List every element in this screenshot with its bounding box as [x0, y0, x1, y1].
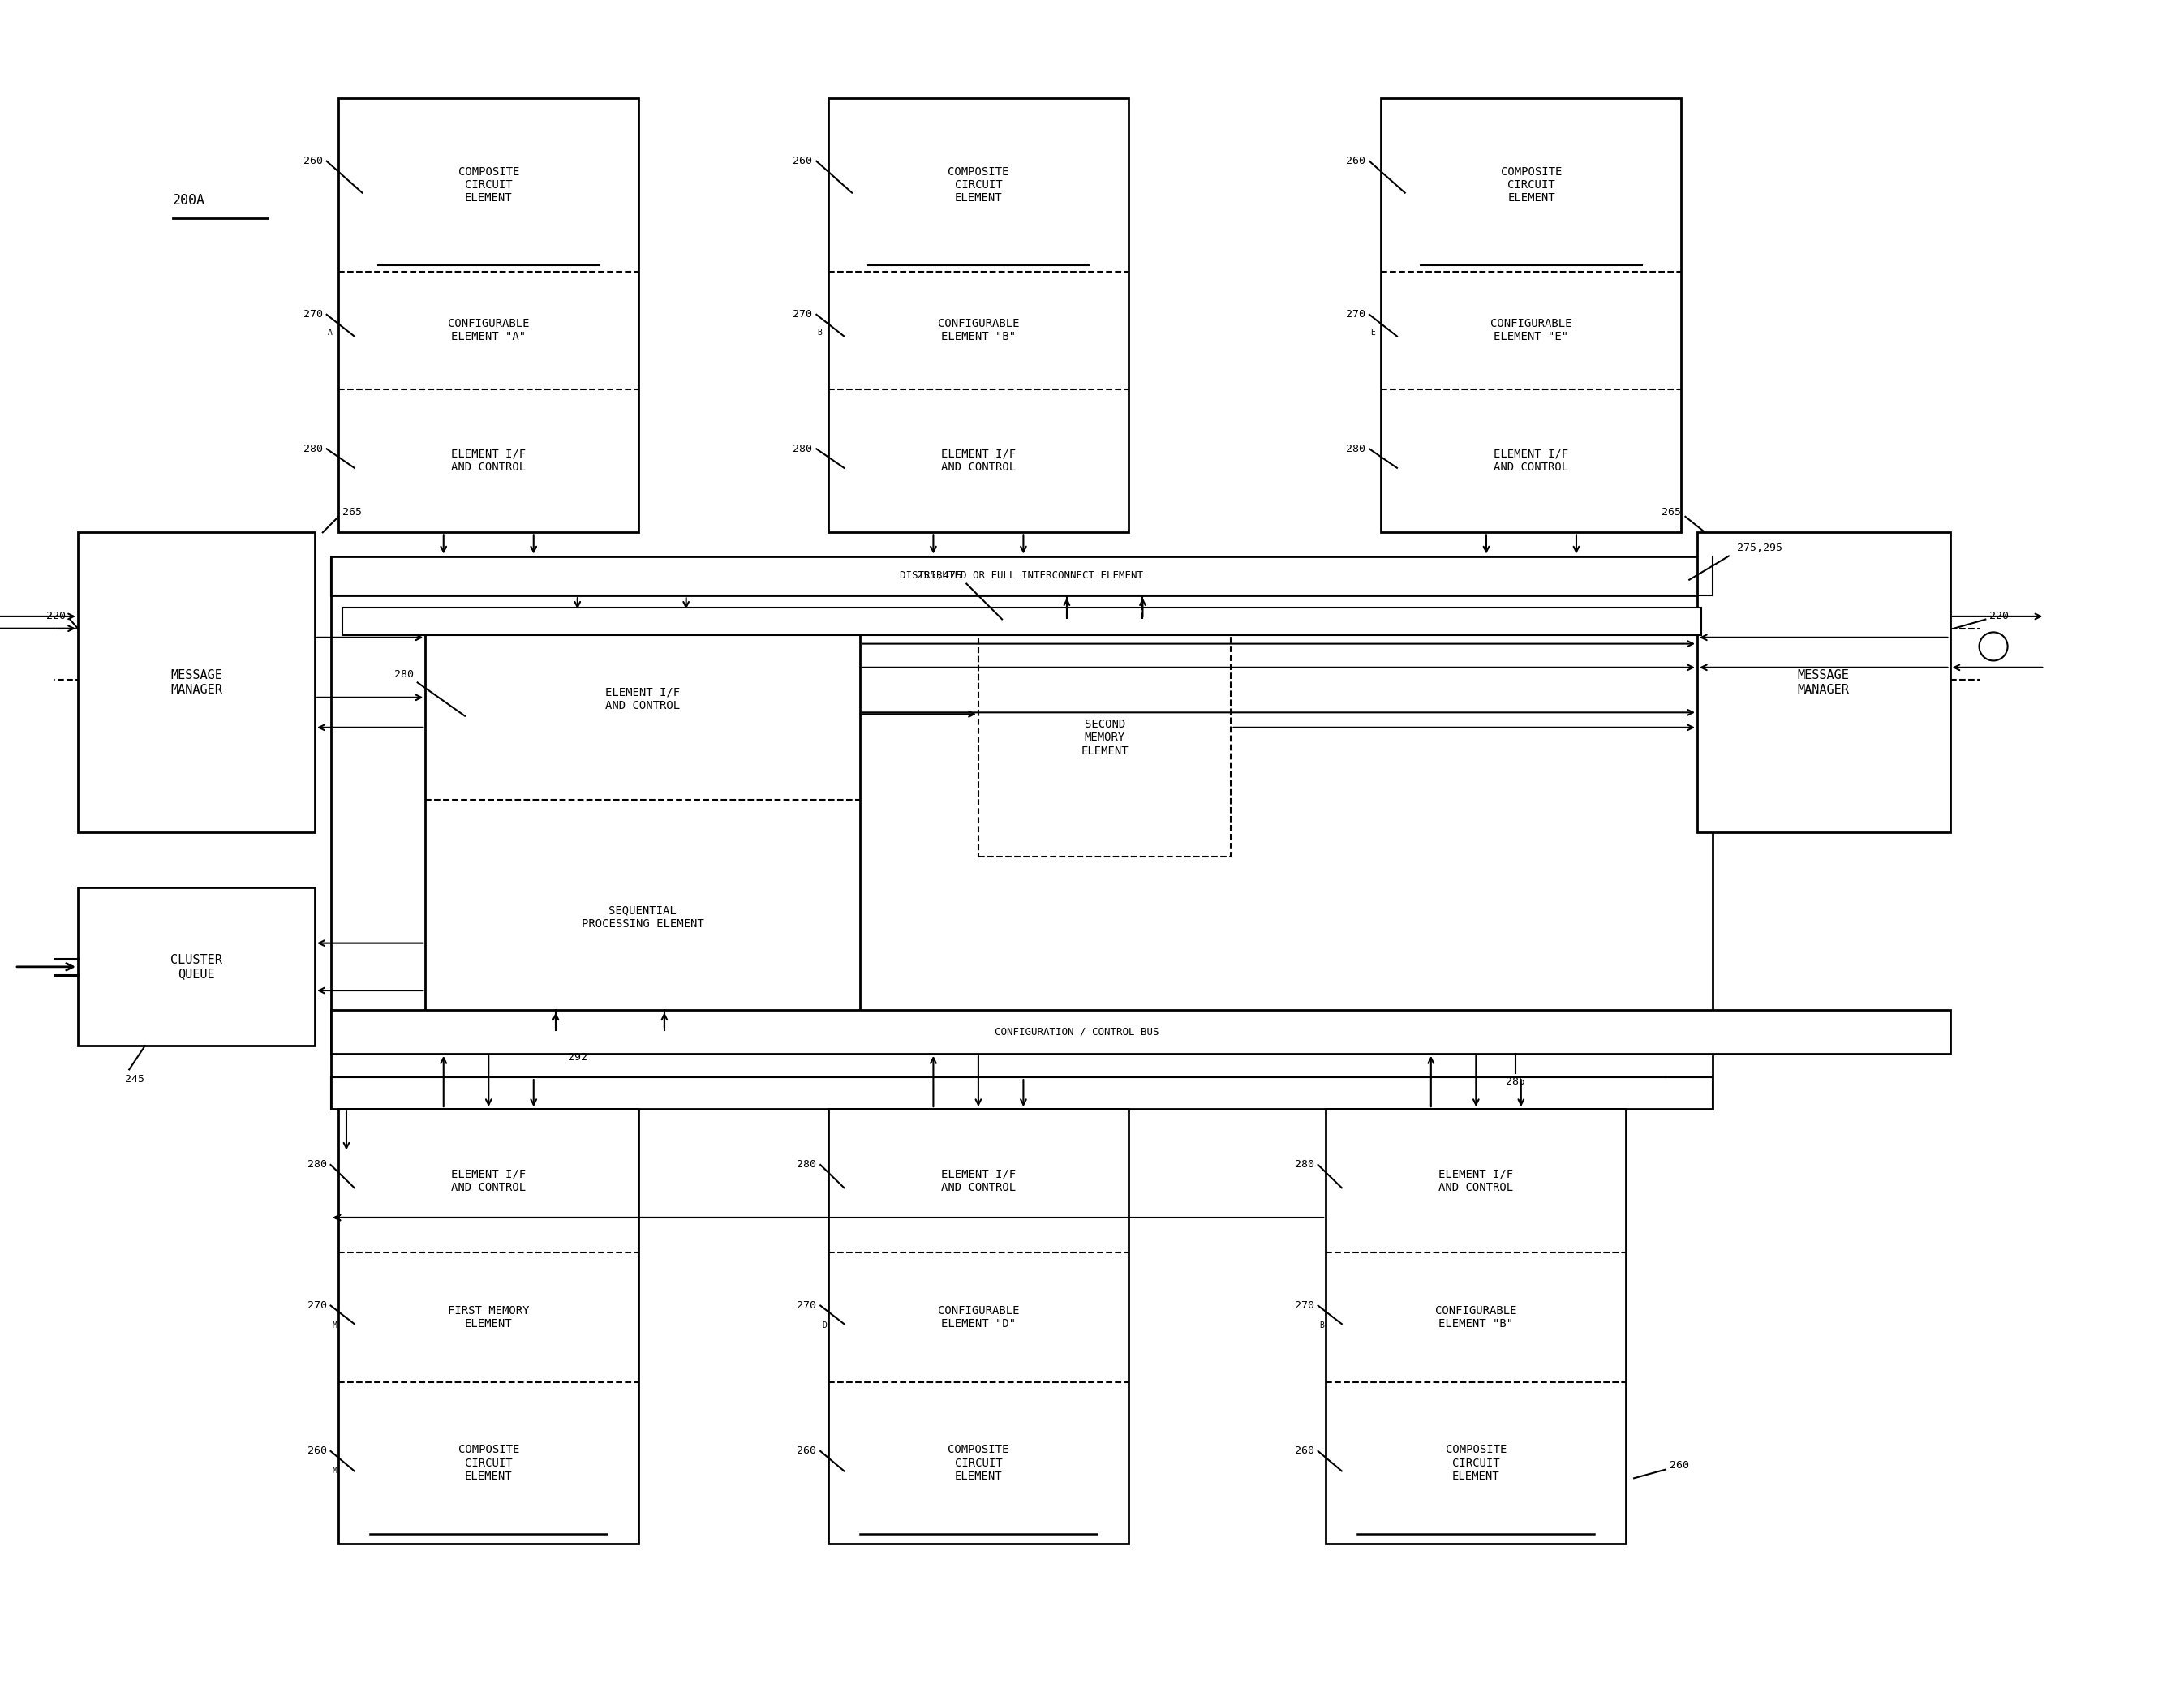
Text: 260: 260	[797, 1447, 817, 1457]
Bar	[828, 98, 1129, 532]
Text: 270: 270	[1345, 310, 1365, 320]
Text: CONFIGURABLE
ELEMENT "B": CONFIGURABLE ELEMENT "B"	[937, 318, 1020, 342]
Text: ELEMENT I/F
AND CONTROL: ELEMENT I/F AND CONTROL	[1439, 1169, 1514, 1192]
Text: 220: 220	[46, 611, 66, 621]
Bar	[339, 98, 638, 532]
Text: MESSAGE
MANAGER: MESSAGE MANAGER	[1797, 669, 1850, 695]
Text: COMPOSITE
CIRCUIT
ELEMENT: COMPOSITE CIRCUIT ELEMENT	[459, 167, 520, 204]
Bar	[426, 611, 860, 1031]
Text: 265: 265	[343, 507, 363, 519]
Text: DISTRIBUTED OR FULL INTERCONNECT ELEMENT: DISTRIBUTED OR FULL INTERCONNECT ELEMENT	[900, 571, 1144, 581]
Bar	[330, 1010, 1950, 1054]
Text: 260: 260	[1295, 1447, 1315, 1457]
Text: 260: 260	[1669, 1460, 1688, 1470]
Bar	[1380, 98, 1682, 532]
Text: 270: 270	[793, 310, 812, 320]
Text: 292: 292	[568, 1052, 587, 1063]
Text: 270: 270	[1295, 1300, 1315, 1310]
Text: 280: 280	[304, 443, 323, 455]
Bar	[339, 1110, 638, 1543]
Text: 200A: 200A	[173, 194, 205, 209]
Text: ELEMENT I/F
AND CONTROL: ELEMENT I/F AND CONTROL	[452, 1169, 526, 1192]
Text: 260: 260	[304, 157, 323, 167]
Text: 280: 280	[797, 1160, 817, 1170]
Text: E: E	[1369, 328, 1376, 337]
Text: D: D	[821, 1322, 828, 1330]
Text: ELEMENT I/F
AND CONTROL: ELEMENT I/F AND CONTROL	[941, 448, 1016, 473]
Text: 280: 280	[393, 669, 413, 679]
Text: CONFIGURABLE
ELEMENT "D": CONFIGURABLE ELEMENT "D"	[937, 1305, 1020, 1330]
Text: ELEMENT I/F
AND CONTROL: ELEMENT I/F AND CONTROL	[452, 448, 526, 473]
Bar	[978, 620, 1232, 855]
Text: B: B	[817, 328, 821, 337]
Text: 270: 270	[308, 1300, 328, 1310]
Text: COMPOSITE
CIRCUIT
ELEMENT: COMPOSITE CIRCUIT ELEMENT	[459, 1445, 520, 1482]
Text: A: A	[328, 328, 332, 337]
Text: 265: 265	[1662, 507, 1682, 519]
Text: 255,475: 255,475	[917, 571, 963, 581]
Bar	[79, 887, 314, 1046]
Text: 275,295: 275,295	[1736, 542, 1782, 554]
Text: COMPOSITE
CIRCUIT
ELEMENT: COMPOSITE CIRCUIT ELEMENT	[1446, 1445, 1507, 1482]
Text: CONFIGURATION / CONTROL BUS: CONFIGURATION / CONTROL BUS	[996, 1027, 1160, 1037]
Text: 280: 280	[1345, 443, 1365, 455]
Text: CONFIGURABLE
ELEMENT "B": CONFIGURABLE ELEMENT "B"	[1435, 1305, 1516, 1330]
Text: FIRST MEMORY
ELEMENT: FIRST MEMORY ELEMENT	[448, 1305, 529, 1330]
Text: COMPOSITE
CIRCUIT
ELEMENT: COMPOSITE CIRCUIT ELEMENT	[1500, 167, 1562, 204]
Text: MESSAGE
MANAGER: MESSAGE MANAGER	[170, 669, 223, 695]
Text: M: M	[332, 1322, 336, 1330]
Text: CONFIGURABLE
ELEMENT "A": CONFIGURABLE ELEMENT "A"	[448, 318, 529, 342]
Text: 285: 285	[1505, 1076, 1524, 1086]
Text: SEQUENTIAL
PROCESSING ELEMENT: SEQUENTIAL PROCESSING ELEMENT	[581, 904, 703, 930]
Text: 260: 260	[308, 1447, 328, 1457]
Text: ELEMENT I/F
AND CONTROL: ELEMENT I/F AND CONTROL	[1494, 448, 1568, 473]
Bar	[828, 1110, 1129, 1543]
Bar	[330, 556, 1712, 596]
Text: 280: 280	[793, 443, 812, 455]
Text: CONFIGURABLE
ELEMENT "E": CONFIGURABLE ELEMENT "E"	[1489, 318, 1572, 342]
Bar	[1326, 1110, 1627, 1543]
Text: 270: 270	[797, 1300, 817, 1310]
Text: COMPOSITE
CIRCUIT
ELEMENT: COMPOSITE CIRCUIT ELEMENT	[948, 1445, 1009, 1482]
Text: 260: 260	[1345, 157, 1365, 167]
Bar	[330, 596, 1712, 1110]
Bar	[79, 532, 314, 832]
Text: 280: 280	[308, 1160, 328, 1170]
Bar	[343, 608, 1701, 635]
Text: ELEMENT I/F
AND CONTROL: ELEMENT I/F AND CONTROL	[941, 1169, 1016, 1192]
Text: 270: 270	[304, 310, 323, 320]
Text: SECOND
MEMORY
ELEMENT: SECOND MEMORY ELEMENT	[1081, 719, 1129, 756]
Text: COMPOSITE
CIRCUIT
ELEMENT: COMPOSITE CIRCUIT ELEMENT	[948, 167, 1009, 204]
Text: 245: 245	[124, 1074, 144, 1084]
Text: B: B	[1319, 1322, 1324, 1330]
Text: 280: 280	[1295, 1160, 1315, 1170]
Text: CLUSTER
QUEUE: CLUSTER QUEUE	[170, 953, 223, 980]
Text: M: M	[332, 1467, 336, 1475]
Text: ELEMENT I/F
AND CONTROL: ELEMENT I/F AND CONTROL	[605, 687, 679, 712]
Bar	[1697, 532, 1950, 832]
Text: 220: 220	[1990, 611, 2009, 621]
Text: 260: 260	[793, 157, 812, 167]
